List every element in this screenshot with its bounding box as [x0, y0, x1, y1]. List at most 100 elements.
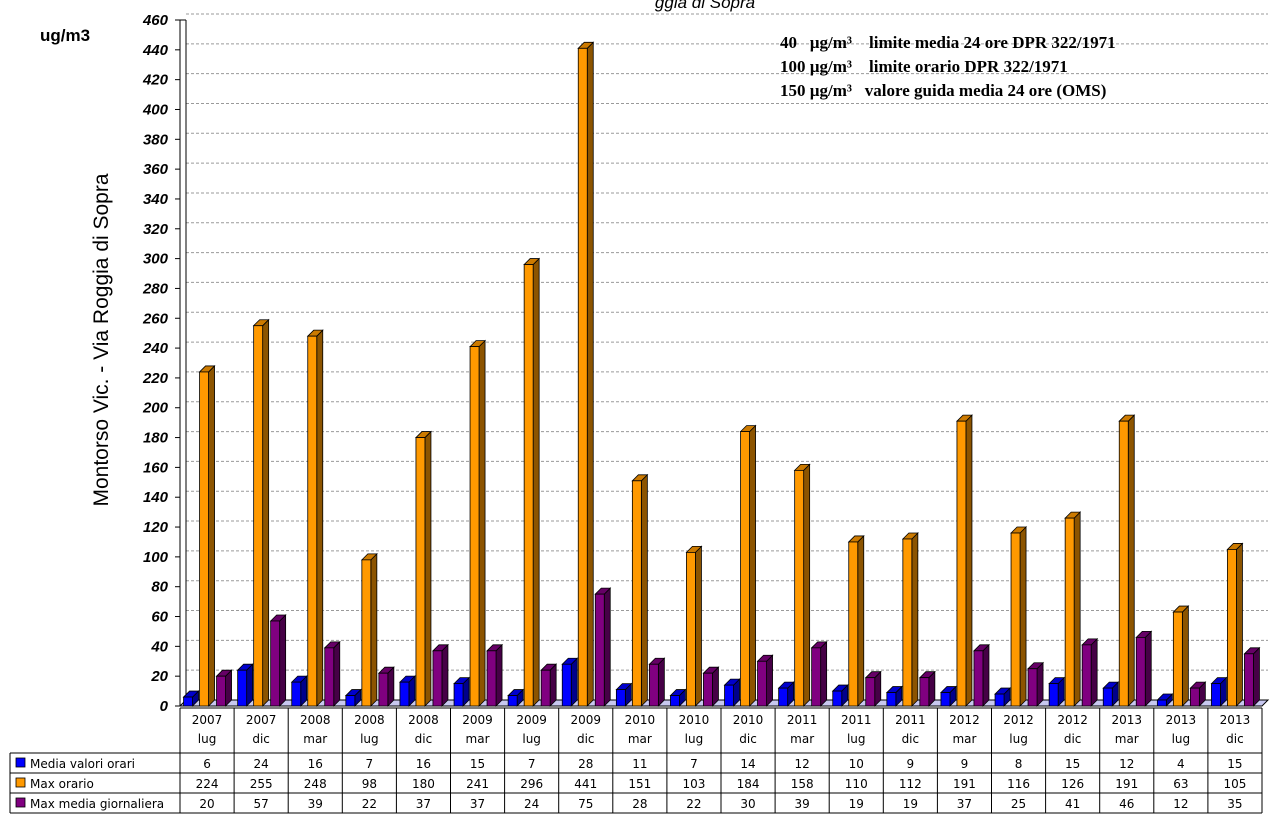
bar-side — [387, 666, 395, 707]
bar-front — [1189, 687, 1200, 707]
category-year-label: 2010 — [679, 713, 710, 727]
y-tick-label: 160 — [143, 459, 169, 476]
bar-side — [1073, 511, 1081, 707]
bar-side — [246, 663, 254, 707]
y-tick-label: 0 — [160, 698, 169, 715]
bar — [252, 318, 270, 707]
bar-front — [378, 672, 389, 707]
data-table: 2007 lug 2007 dic 2008 mar 2008 lug 2008 dic 2009 m… — [9, 707, 1263, 814]
bar-front — [631, 480, 642, 707]
bar — [469, 339, 487, 707]
bar-front — [956, 420, 967, 707]
category-month-label: mar — [628, 732, 652, 746]
data-label: 8 — [1015, 757, 1023, 771]
bar — [344, 688, 362, 707]
bar — [540, 663, 558, 707]
category-year-label: 2007 — [192, 713, 223, 727]
category-month-label: dic — [1064, 732, 1082, 746]
bar-front — [1172, 611, 1183, 707]
data-label: 110 — [845, 777, 868, 791]
bar — [1102, 681, 1120, 707]
bar-side — [1236, 542, 1243, 707]
series-name-label: Media valori orari — [30, 757, 135, 771]
bar — [1243, 646, 1261, 707]
category-year-label: 2011 — [895, 713, 926, 727]
bar-front — [648, 663, 659, 707]
bar — [739, 424, 757, 707]
bar-front — [778, 687, 789, 707]
bar-side — [549, 663, 557, 707]
bar-side — [803, 463, 811, 707]
bar — [885, 685, 903, 707]
category-month-label: dic — [739, 732, 757, 746]
bar-side — [570, 657, 578, 707]
data-label: 12 — [1119, 757, 1134, 771]
category-year-label: 2009 — [462, 713, 493, 727]
bar-front — [1135, 637, 1146, 707]
bar-side — [603, 587, 611, 707]
y-tick-label: 420 — [142, 72, 169, 89]
bar — [290, 675, 308, 707]
bar-side — [712, 666, 719, 707]
bar — [236, 663, 254, 707]
bar-side — [586, 41, 594, 707]
bar — [864, 670, 882, 707]
bar-side — [495, 643, 503, 707]
bar-front — [237, 669, 248, 707]
bar — [561, 657, 579, 707]
data-label: 9 — [961, 757, 969, 771]
data-label: 126 — [1061, 777, 1084, 791]
bar — [901, 532, 919, 707]
bar-front — [740, 431, 750, 707]
bar-front — [703, 672, 713, 707]
category-year-label: 2012 — [1003, 713, 1034, 727]
data-label: 12 — [795, 757, 810, 771]
y-tick-label: 140 — [143, 489, 169, 506]
category-month-label: lug — [522, 732, 541, 746]
bar-front — [432, 650, 443, 707]
data-label: 98 — [362, 777, 377, 791]
bar-side — [982, 643, 990, 707]
y-tick-label: 340 — [143, 191, 169, 208]
bar — [793, 463, 811, 707]
chart-text: ggia di Sopra ug/m3 Montorso Vic. - Via … — [40, 0, 1116, 507]
y-tick-label: 80 — [151, 579, 168, 596]
category-month-label: dic — [415, 732, 433, 746]
series-name-label: Max media giornaliera — [30, 797, 164, 811]
bar-front — [1118, 420, 1129, 707]
bar-front — [1244, 653, 1254, 707]
y-axis-label: Montorso Vic. - Via Roggia di Sopra — [90, 173, 113, 506]
category-year-label: 2013 — [1111, 713, 1142, 727]
unit-label: ug/m3 — [40, 26, 90, 45]
category-year-label: 2007 — [246, 713, 277, 727]
bar — [847, 534, 865, 707]
category-year-label: 2010 — [733, 713, 764, 727]
bar-side — [1127, 414, 1135, 707]
legend-swatch — [15, 797, 26, 808]
bar — [994, 687, 1012, 707]
data-label: 7 — [690, 757, 698, 771]
category-month-label: mar — [466, 732, 490, 746]
category-year-label: 2013 — [1166, 713, 1197, 727]
bar-front — [291, 681, 302, 707]
bar — [182, 690, 200, 707]
bar-front — [253, 325, 264, 707]
y-tick-label: 200 — [142, 400, 169, 417]
data-label: 35 — [1227, 797, 1242, 811]
bar — [1172, 605, 1190, 707]
data-label: 75 — [578, 797, 593, 811]
bar-front — [216, 675, 226, 707]
data-label: 15 — [1065, 757, 1080, 771]
legend-swatch — [15, 757, 26, 768]
bar — [306, 329, 324, 707]
bar-front — [577, 47, 588, 707]
bar — [939, 685, 957, 707]
category-month-label: mar — [1115, 732, 1139, 746]
y-tick-label: 400 — [142, 101, 169, 118]
bar-front — [811, 647, 822, 707]
bar — [1010, 526, 1028, 707]
bar — [323, 640, 341, 707]
data-label: 7 — [528, 757, 536, 771]
category-month-label: lug — [1009, 732, 1028, 746]
bar-side — [424, 430, 432, 707]
